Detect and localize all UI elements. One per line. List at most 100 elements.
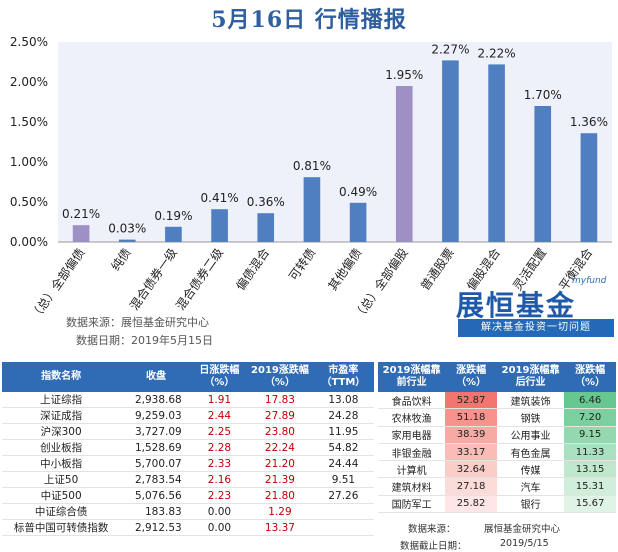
col-day-change: 日涨跌幅（%）: [191, 362, 248, 392]
col-ytd-change: 2019涨跌幅（%）: [247, 362, 313, 392]
y-axis: 0.00% 0.50% 1.00% 1.50% 2.00% 2.50%: [10, 35, 612, 249]
logo-wordmark: 展恒基金: [456, 289, 577, 322]
top-sector-change: 25.82: [445, 495, 497, 514]
index-ytd-change: 27.89: [247, 407, 313, 424]
top-sector-change: 27.18: [445, 477, 497, 496]
logo-slogan: 解决基金投资一切问题: [458, 319, 614, 337]
index-pe: 24.28: [312, 407, 374, 424]
chart-date: 数据日期：2019年5月15日: [76, 334, 213, 347]
col-index-name: 指数名称: [2, 362, 121, 392]
bottom-sector-name: 钢铁: [496, 408, 565, 427]
data-label: 0.21%: [62, 207, 100, 221]
sector-row: 国防军工 25.82 银行 15.67: [378, 495, 616, 514]
col-pe: 市盈率（TTM）: [312, 362, 374, 392]
top-sector-change: 38.39: [445, 426, 497, 444]
index-day-change: 0.00: [191, 503, 248, 520]
index-row: 中证500 5,076.56 2.23 21.80 27.26: [2, 487, 374, 504]
chart-source: 数据来源：展恒基金研究中心: [66, 316, 209, 329]
data-label: 2.22%: [478, 46, 516, 60]
bar: [303, 177, 321, 242]
bottom-sector-change: 15.31: [564, 477, 616, 496]
col-top-sector: 2019涨幅靠前行业: [378, 362, 446, 392]
top-sector-name: 国防军工: [378, 495, 446, 514]
index-close: 9,259.03: [120, 407, 192, 424]
index-table: 指数名称 收盘 日涨跌幅（%） 2019涨跌幅（%） 市盈率（TTM） 上证综指…: [2, 362, 374, 536]
sector-row: 家用电器 38.39 公用事业 9.15: [378, 426, 616, 444]
data-label: 0.36%: [247, 195, 285, 209]
bar: [534, 106, 552, 242]
x-tick-label: 混合债券一级: [126, 245, 180, 313]
index-row: 上证50 2,783.54 2.16 21.39 9.51: [2, 471, 374, 488]
index-day-change: 2.44: [191, 407, 248, 424]
sector-row: 食品饮料 52.87 建筑装饰 6.46: [378, 392, 616, 410]
index-ytd-change: 17.83: [247, 392, 313, 408]
bar: [488, 64, 505, 243]
sector-table-header: 2019涨幅靠前行业 涨跌幅（%） 2019涨幅靠后行业 涨跌幅（%）: [378, 362, 616, 392]
data-label: 1.36%: [570, 115, 608, 129]
index-day-change: 2.33: [191, 455, 248, 472]
y-tick-label: 0.00%: [10, 235, 48, 249]
top-sector-name: 建筑材料: [378, 477, 446, 496]
index-row: 标普中国可转债指数 2,912.53 0.00 13.37: [2, 519, 374, 536]
top-sector-name: 家用电器: [378, 426, 446, 444]
bottom-sector-name: 银行: [496, 495, 565, 514]
index-ytd-change: 1.29: [247, 503, 313, 520]
index-name: 中证综合债: [2, 503, 121, 520]
x-tick-label: （总）全部偏债: [27, 245, 87, 322]
index-row: 中小板指 5,700.07 2.33 21.20 24.44: [2, 455, 374, 472]
data-label: 1.70%: [524, 88, 562, 102]
bar: [118, 239, 136, 242]
data-label: 0.41%: [201, 191, 239, 205]
bar: [72, 225, 90, 242]
index-close: 3,727.09: [120, 423, 192, 440]
top-sector-change: 32.64: [445, 460, 497, 479]
index-row: 创业板指 1,528.69 2.28 22.24 54.82: [2, 439, 374, 456]
index-row: 中证综合债 183.83 0.00 1.29: [2, 503, 374, 520]
index-close: 1,528.69: [120, 439, 192, 456]
index-pe: 27.26: [312, 487, 374, 504]
y-tick-label: 1.50%: [10, 115, 48, 129]
index-ytd-change: 21.39: [247, 471, 313, 488]
index-pe: 9.51: [312, 471, 374, 488]
y-tick-label: 1.00%: [10, 155, 48, 169]
logo-myfund-text: myfund: [572, 276, 607, 286]
index-ytd-change: 21.20: [247, 455, 313, 472]
index-name: 创业板指: [2, 439, 121, 456]
bar: [442, 60, 459, 243]
bottom-sector-name: 公用事业: [496, 426, 565, 444]
x-tick-label: 其他偏债: [325, 245, 365, 293]
index-table-header: 指数名称 收盘 日涨跌幅（%） 2019涨跌幅（%） 市盈率（TTM）: [2, 362, 374, 392]
index-row: 上证综指 2,938.68 1.91 17.83 13.08: [2, 392, 374, 408]
index-day-change: 2.16: [191, 471, 248, 488]
index-pe: [312, 519, 374, 536]
sector-row: 非银金融 33.17 有色金属 11.33: [378, 443, 616, 462]
index-pe: 54.82: [312, 439, 374, 456]
bar: [257, 213, 275, 242]
index-ytd-change: 13.37: [247, 519, 313, 536]
top-sector-change: 33.17: [445, 443, 497, 462]
data-label: 0.19%: [154, 209, 192, 223]
index-close: 5,700.07: [120, 455, 192, 472]
footer-source-label: 数据来源：: [408, 524, 456, 535]
index-day-change: 0.00: [191, 519, 248, 536]
index-name: 深证成指: [2, 407, 121, 424]
data-label: 1.95%: [385, 68, 423, 82]
col-bottom-change: 涨跌幅（%）: [564, 362, 616, 392]
top-sector-change: 51.18: [445, 408, 497, 427]
col-bottom-sector: 2019涨幅靠后行业: [496, 362, 565, 392]
index-pe: 24.44: [312, 455, 374, 472]
y-tick-label: 2.50%: [10, 35, 48, 49]
bar: [211, 209, 228, 242]
index-day-change: 2.28: [191, 439, 248, 456]
sector-row: 建筑材料 27.18 汽车 15.31: [378, 477, 616, 496]
top-sector-name: 农林牧渔: [378, 408, 446, 427]
bars: 0.21% 0.03% 0.19% 0.41% 0.36% 0.81% 0.49% 1.95%…: [62, 42, 608, 243]
top-sector-change: 52.87: [445, 392, 497, 410]
col-close: 收盘: [120, 362, 192, 392]
zhanheng-logo: myfund 展恒基金 解决基金投资一切问题: [456, 274, 616, 340]
bar: [165, 226, 182, 242]
y-tick-label: 2.00%: [10, 75, 48, 89]
index-name: 中证500: [2, 487, 121, 504]
bar: [580, 133, 598, 242]
data-label: 0.03%: [108, 222, 146, 236]
